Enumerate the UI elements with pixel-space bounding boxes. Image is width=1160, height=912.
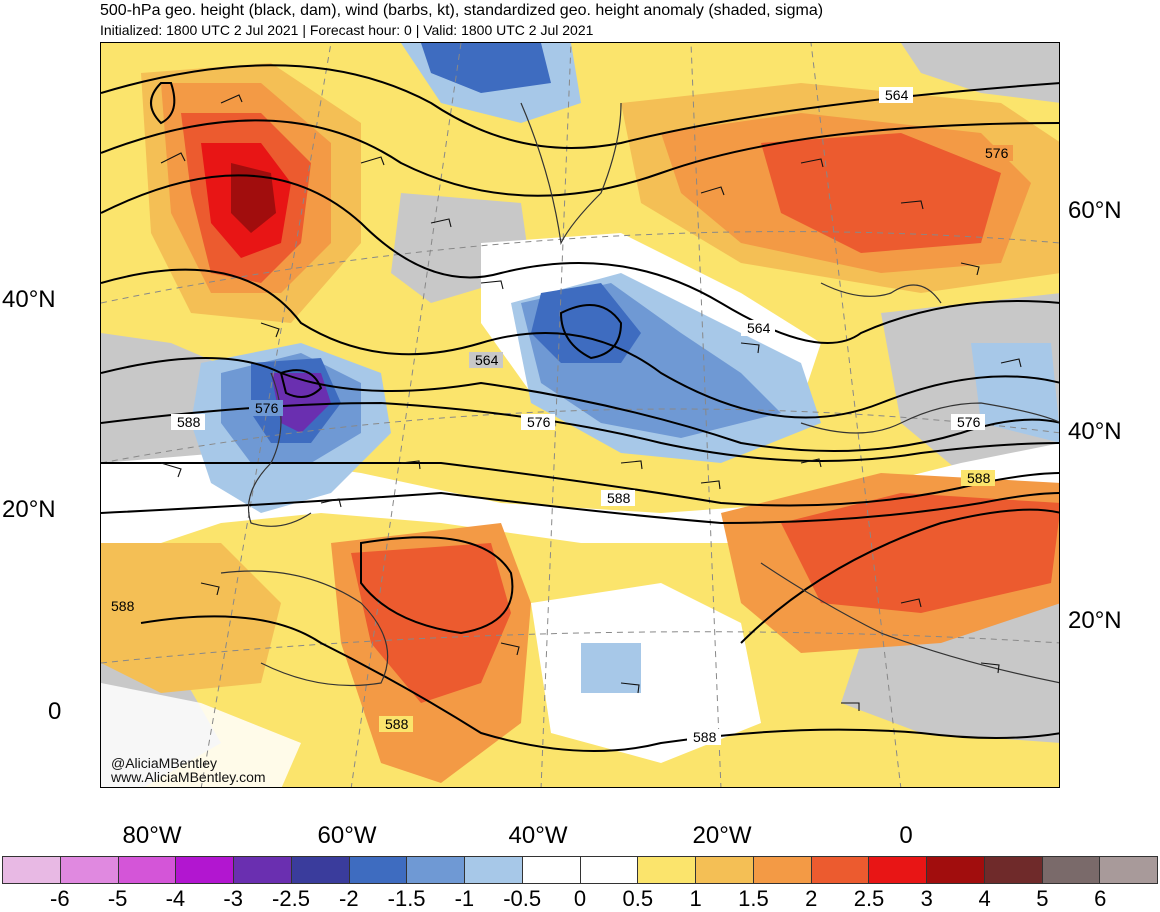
lon-label: 80°W [122, 822, 182, 849]
negative-anomaly [971, 343, 1059, 443]
colorbar-tick-label: -2.5 [272, 886, 310, 911]
contour-label: 576 [985, 145, 1009, 161]
map-canvas: 564 576 564 564 576 588 576 576 588 588 … [101, 43, 1059, 787]
contour-label: 588 [693, 729, 717, 745]
colorbar-tick-label: -1 [454, 886, 475, 911]
contour-label: 588 [111, 598, 135, 614]
lat-label-right: 20°N [1068, 607, 1122, 634]
neutral-region [101, 683, 301, 787]
colorbar-tick-label: -3 [223, 886, 243, 911]
lat-label-left: 40°N [2, 286, 56, 313]
colorbar-swatch [927, 857, 985, 883]
colorbar-tick-label: 2 [805, 886, 818, 911]
colorbar-swatch [60, 857, 119, 883]
positive-anomaly [351, 543, 511, 703]
contour-label: 588 [607, 490, 631, 506]
colorbar-tick-label: -0.5 [503, 886, 542, 911]
colorbar-tick-label: -5 [107, 886, 128, 911]
map-subtitle: Initialized: 1800 UTC 2 Jul 2021 | Forec… [100, 22, 594, 38]
lon-label: 40°W [508, 822, 568, 849]
colorbar-tick-label: 4 [978, 886, 991, 911]
colorbar-swatch [869, 857, 927, 883]
map-title: 500-hPa geo. height (black, dam), wind (… [100, 2, 824, 19]
negative-anomaly [581, 643, 641, 693]
neutral-region [531, 583, 761, 763]
colorbar-swatch [349, 857, 408, 883]
colorbar-tick-label: -4 [165, 886, 186, 911]
colorbar-tick-label: 6 [1094, 886, 1107, 911]
negative-anomaly [271, 373, 331, 433]
contour-label: 588 [177, 414, 201, 430]
colorbar-tick-label: -6 [50, 886, 70, 911]
colorbar [2, 856, 1158, 884]
colorbar-swatch [1100, 857, 1157, 883]
credit-website: www.AliciaMBentley.com [111, 769, 266, 785]
colorbar-tick-label: 5 [1036, 886, 1049, 911]
positive-anomaly [781, 493, 1059, 613]
contour-label: 564 [475, 352, 499, 368]
positive-anomaly [231, 163, 276, 233]
contour-label: 564 [885, 87, 909, 103]
colorbar-swatch [118, 857, 177, 883]
colorbar-swatch [407, 857, 465, 883]
weather-map: 564 576 564 564 576 588 576 576 588 588 … [100, 42, 1060, 788]
colorbar-swatch [1042, 857, 1101, 883]
negative-anomaly [421, 43, 551, 93]
colorbar-swatch [753, 857, 812, 883]
lat-label-left: 20°N [2, 496, 56, 523]
lon-label: 60°W [317, 822, 377, 849]
wind-barbs [160, 94, 1022, 711]
negative-anomaly [531, 283, 641, 363]
colorbar-swatch [176, 857, 234, 883]
colorbar-swatch [234, 857, 292, 883]
colorbar-tick-label: -2 [339, 886, 359, 911]
height-contours [101, 64, 1059, 752]
lat-label-left: 0 [48, 698, 62, 725]
colorbar-swatch [3, 857, 61, 883]
lat-label-right: 40°N [1068, 418, 1122, 445]
colorbar-swatch [580, 857, 639, 883]
contour-label: 564 [747, 320, 771, 336]
contour-label: 576 [957, 414, 981, 430]
credit-handle: @AliciaMBentley [111, 755, 218, 771]
lat-label-right: 60°N [1068, 197, 1122, 224]
colorbar-tick-label: 1 [689, 886, 702, 911]
contour-labels: 564 576 564 564 576 588 576 576 588 588 … [105, 87, 1013, 745]
colorbar-tick-label: -1.5 [387, 886, 426, 911]
contour-label: 576 [255, 400, 279, 416]
contour-label: 588 [385, 716, 409, 732]
lon-label: 20°W [692, 822, 752, 849]
lon-label: 0 [899, 822, 913, 849]
colorbar-swatch [291, 857, 350, 883]
colorbar-tick-label: 3 [920, 886, 933, 911]
gray-region [901, 43, 1059, 103]
colorbar-tick-label: 0.5 [622, 886, 654, 911]
colorbar-swatch [696, 857, 754, 883]
colorbar-swatch [638, 857, 696, 883]
colorbar-tick-label: 0 [573, 886, 587, 911]
colorbar-swatch [522, 857, 581, 883]
colorbar-tick-label: 2.5 [853, 886, 885, 911]
coastlines [220, 102, 1059, 687]
positive-anomaly [761, 133, 1001, 253]
contour-label: 576 [527, 414, 551, 430]
colorbar-tick-label: 1.5 [738, 886, 769, 911]
colorbar-swatch [984, 857, 1043, 883]
colorbar-swatch [811, 857, 870, 883]
colorbar-swatch [465, 857, 523, 883]
contour-label: 588 [967, 470, 991, 486]
